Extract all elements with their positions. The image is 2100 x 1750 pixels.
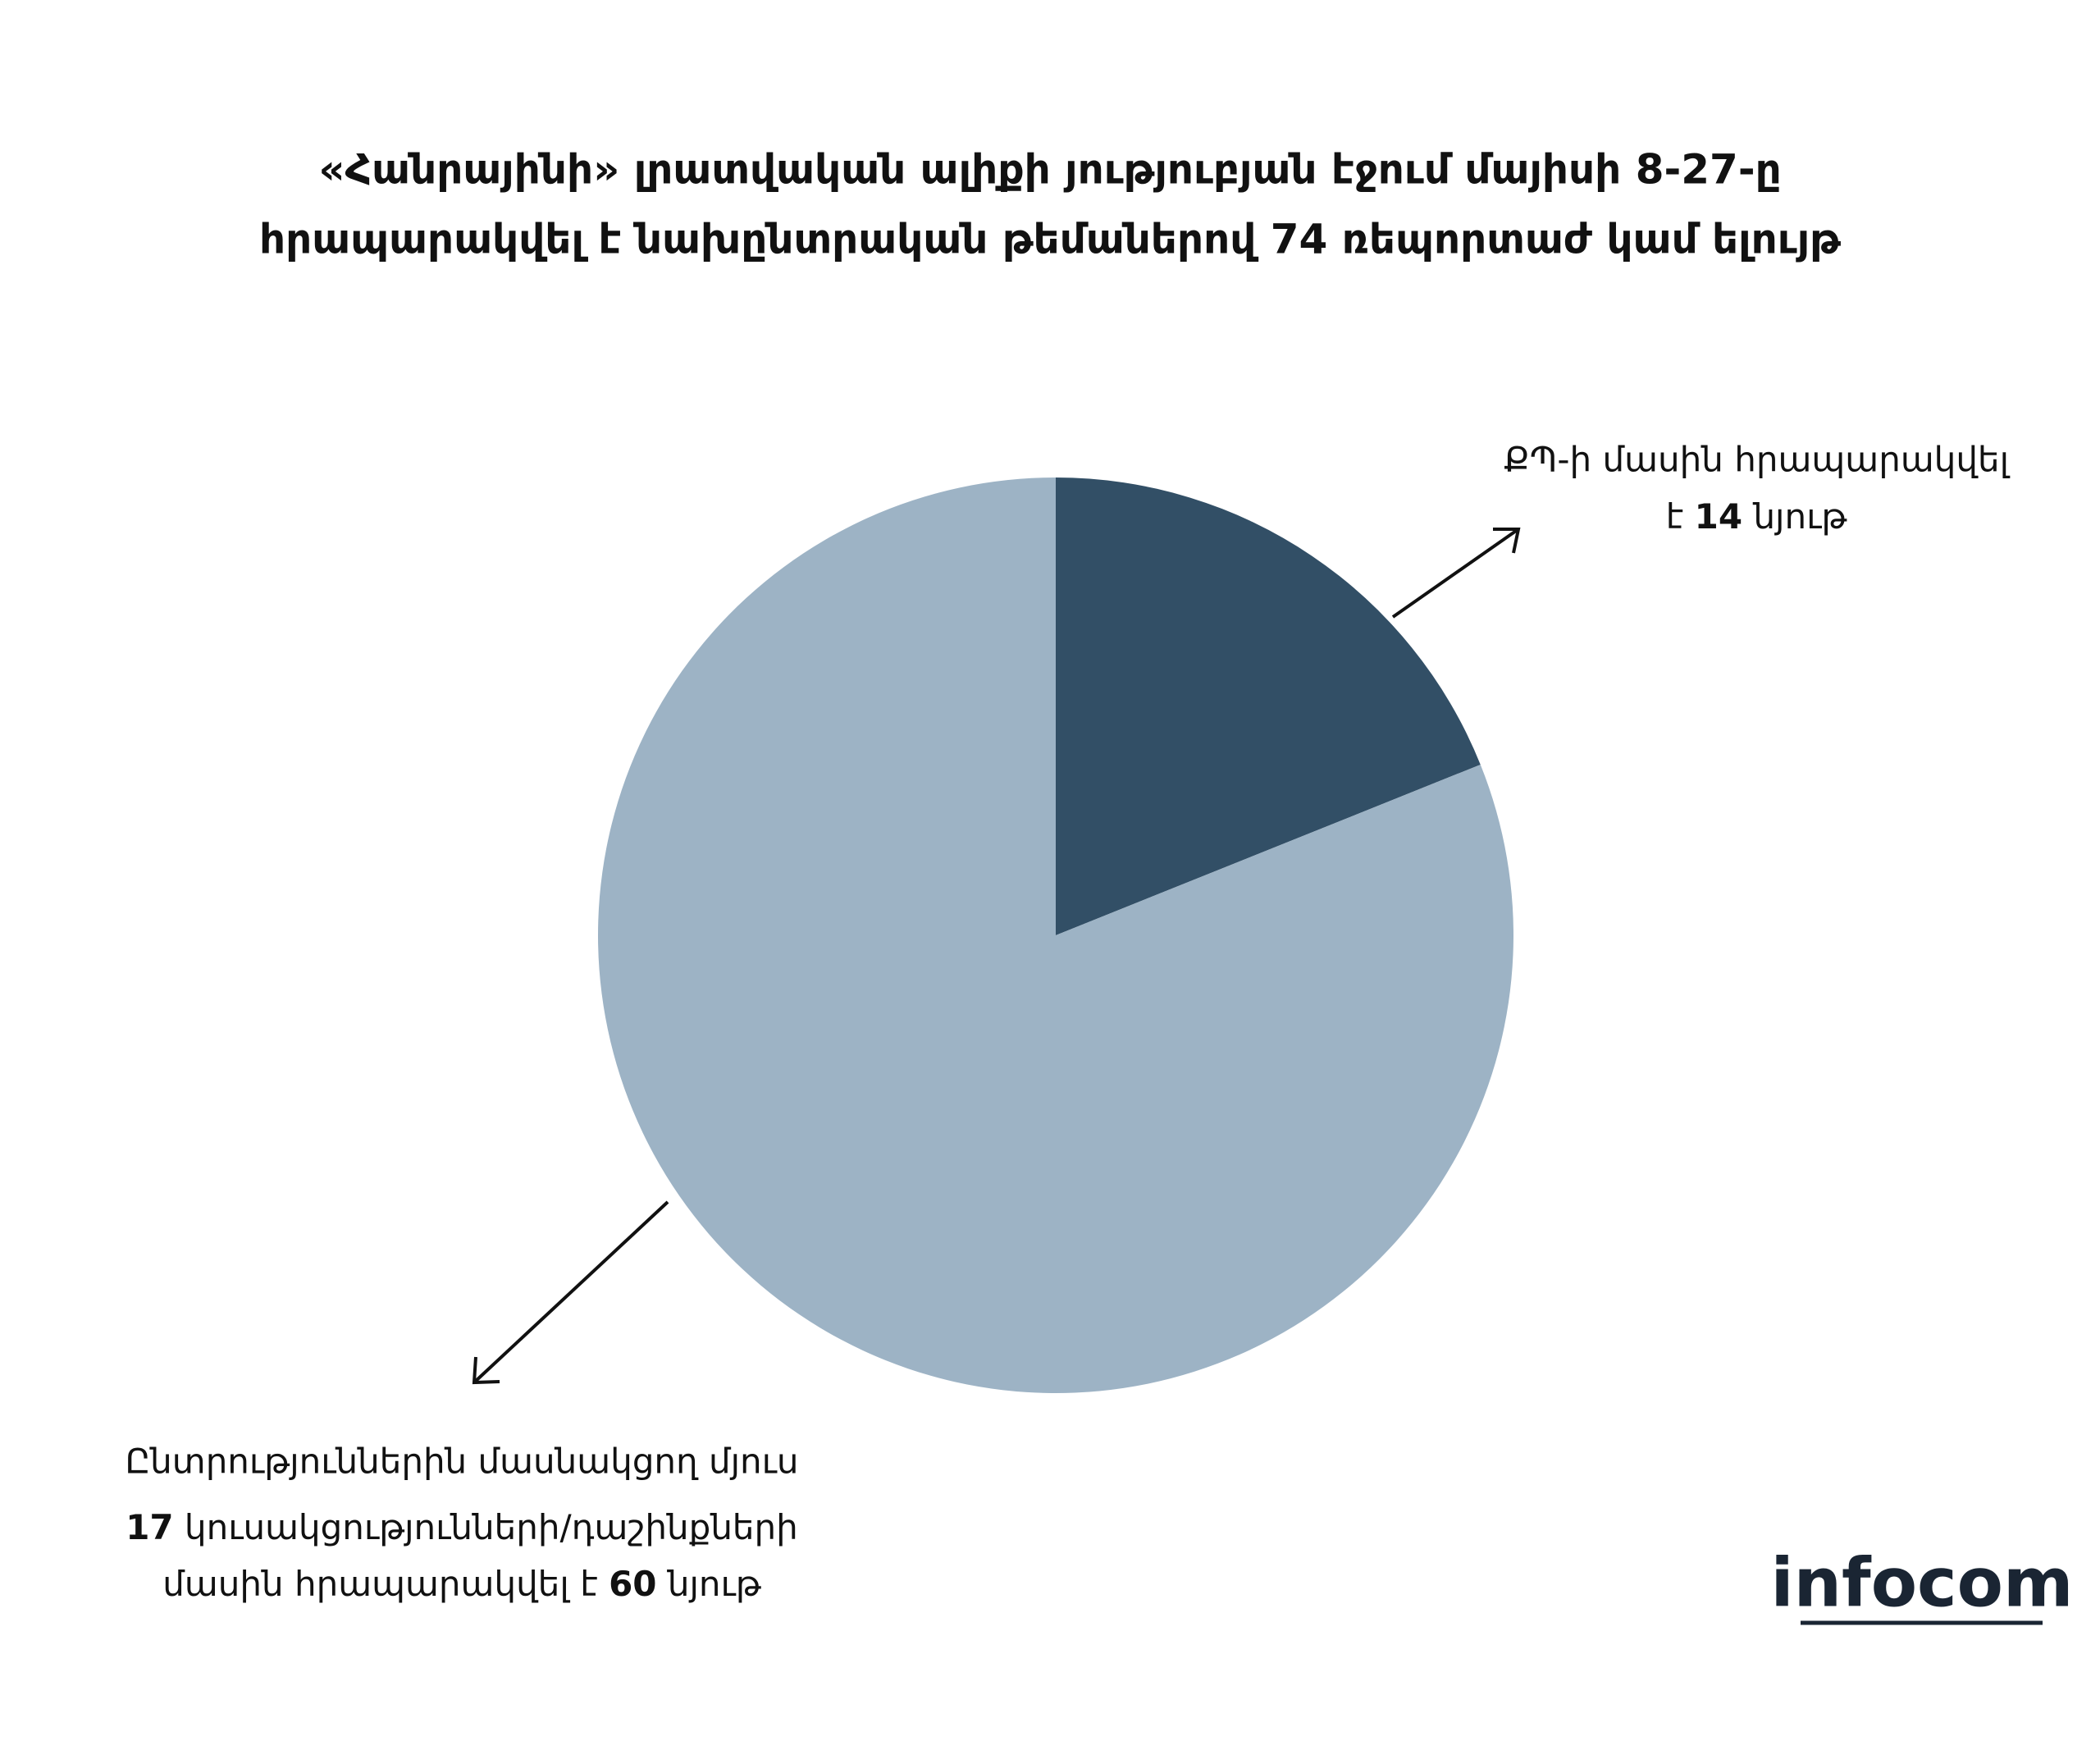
arrow — [1391, 528, 1520, 619]
arrow-head — [1493, 528, 1521, 554]
arrow — [472, 1200, 669, 1384]
annotation-text: մասին հրապարակվել է — [162, 1564, 597, 1604]
pie-slice — [1056, 477, 1481, 935]
data-label: 60 — [609, 1564, 656, 1604]
chart-title: «Հանրայինի» լրատվական ալիքի յություբյան … — [318, 146, 1781, 194]
data-label: 14 — [1695, 496, 1742, 537]
annotation-text: նյութ — [1752, 496, 1847, 537]
chart-title: հրապարակվել է նախընտրական թեմաներով 74 ռ… — [259, 216, 1841, 263]
annotation: Ընտրություններին մասնակցող մյուս — [125, 1442, 798, 1482]
annotation-text: նյութ — [667, 1564, 762, 1604]
arrows — [472, 528, 1521, 1385]
arrow-head — [472, 1356, 500, 1385]
annotation: է 14 նյութ — [1666, 496, 1848, 537]
annotation: մասին հրապարակվել է 60 նյութ — [162, 1564, 762, 1604]
annotation-count: 17 — [126, 1507, 173, 1547]
logo: infocom — [1771, 1544, 2074, 1622]
pie — [598, 477, 1514, 1393]
pie-slice — [598, 477, 1514, 1393]
annotation: 17 կուսակցությունների/դաշինքների — [126, 1507, 798, 1547]
annotation-text: է — [1666, 496, 1684, 537]
annotation-text: կուսակցությունների/դաշինքների — [185, 1507, 798, 1547]
annotation: ՔՊ-ի մասին հրապարակվել — [1504, 440, 2011, 480]
